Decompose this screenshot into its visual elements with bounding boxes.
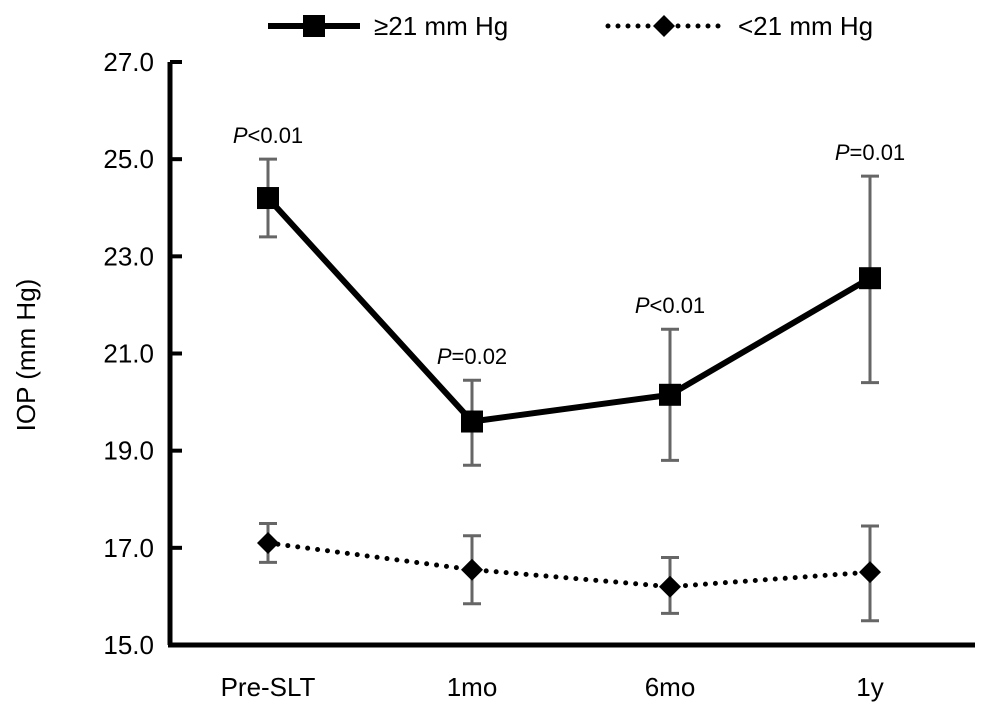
p-value-annotation: P<0.01: [635, 293, 705, 318]
p-symbol: P: [437, 344, 452, 369]
x-tick-label: 1mo: [447, 672, 498, 702]
series-line-high: [265, 196, 872, 425]
legend-item: <21 mm Hg: [605, 11, 873, 41]
y-axis: 15.0 17.0 19.0 21.0 23.0 25.0 27.0: [103, 47, 182, 660]
error-bars: [259, 157, 879, 623]
p-value-annotation: P=0.01: [835, 140, 905, 165]
p-symbol: P: [635, 293, 650, 318]
square-marker: [257, 187, 279, 210]
p-value: =0.02: [452, 344, 508, 369]
series-lines: [265, 196, 873, 590]
p-value: <0.01: [248, 123, 304, 148]
legend-square-marker: [303, 15, 325, 37]
p-value-annotation: P=0.02: [437, 344, 507, 369]
x-axis: Pre-SLT 1mo 6mo 1y: [168, 642, 975, 702]
p-symbol: P: [233, 123, 248, 148]
y-axis-label: IOP (mm Hg): [11, 279, 41, 432]
diamond-marker: [659, 575, 681, 598]
y-tick-label: 15.0: [103, 630, 154, 660]
diamond-marker: [461, 558, 483, 581]
square-marker: [859, 267, 881, 290]
p-value-annotation: P<0.01: [233, 123, 303, 148]
series-line-low: [265, 540, 873, 590]
p-symbol: P: [835, 140, 850, 165]
y-tick-label: 23.0: [103, 241, 154, 271]
markers: [257, 187, 881, 598]
y-tick-label: 25.0: [103, 144, 154, 174]
legend-item: ≥21 mm Hg: [268, 11, 508, 41]
diamond-marker: [859, 561, 881, 584]
p-value: <0.01: [650, 293, 706, 318]
p-value: =0.01: [850, 140, 906, 165]
annotations: P<0.01P=0.02P<0.01P=0.01: [233, 123, 905, 369]
legend-diamond-marker: [653, 15, 675, 37]
y-tick-label: 21.0: [103, 339, 154, 369]
legend-label: ≥21 mm Hg: [374, 11, 508, 41]
x-tick-label: 1y: [856, 672, 883, 702]
y-tick-label: 17.0: [103, 533, 154, 563]
square-marker: [659, 383, 681, 406]
x-tick-label: 6mo: [645, 672, 696, 702]
x-tick-label: Pre-SLT: [221, 672, 316, 702]
y-tick-label: 27.0: [103, 47, 154, 77]
y-tick-label: 19.0: [103, 436, 154, 466]
square-marker: [461, 410, 483, 433]
legend-label: <21 mm Hg: [738, 11, 873, 41]
diamond-marker: [257, 531, 279, 554]
legend: ≥21 mm Hg <21 mm Hg: [268, 11, 873, 41]
